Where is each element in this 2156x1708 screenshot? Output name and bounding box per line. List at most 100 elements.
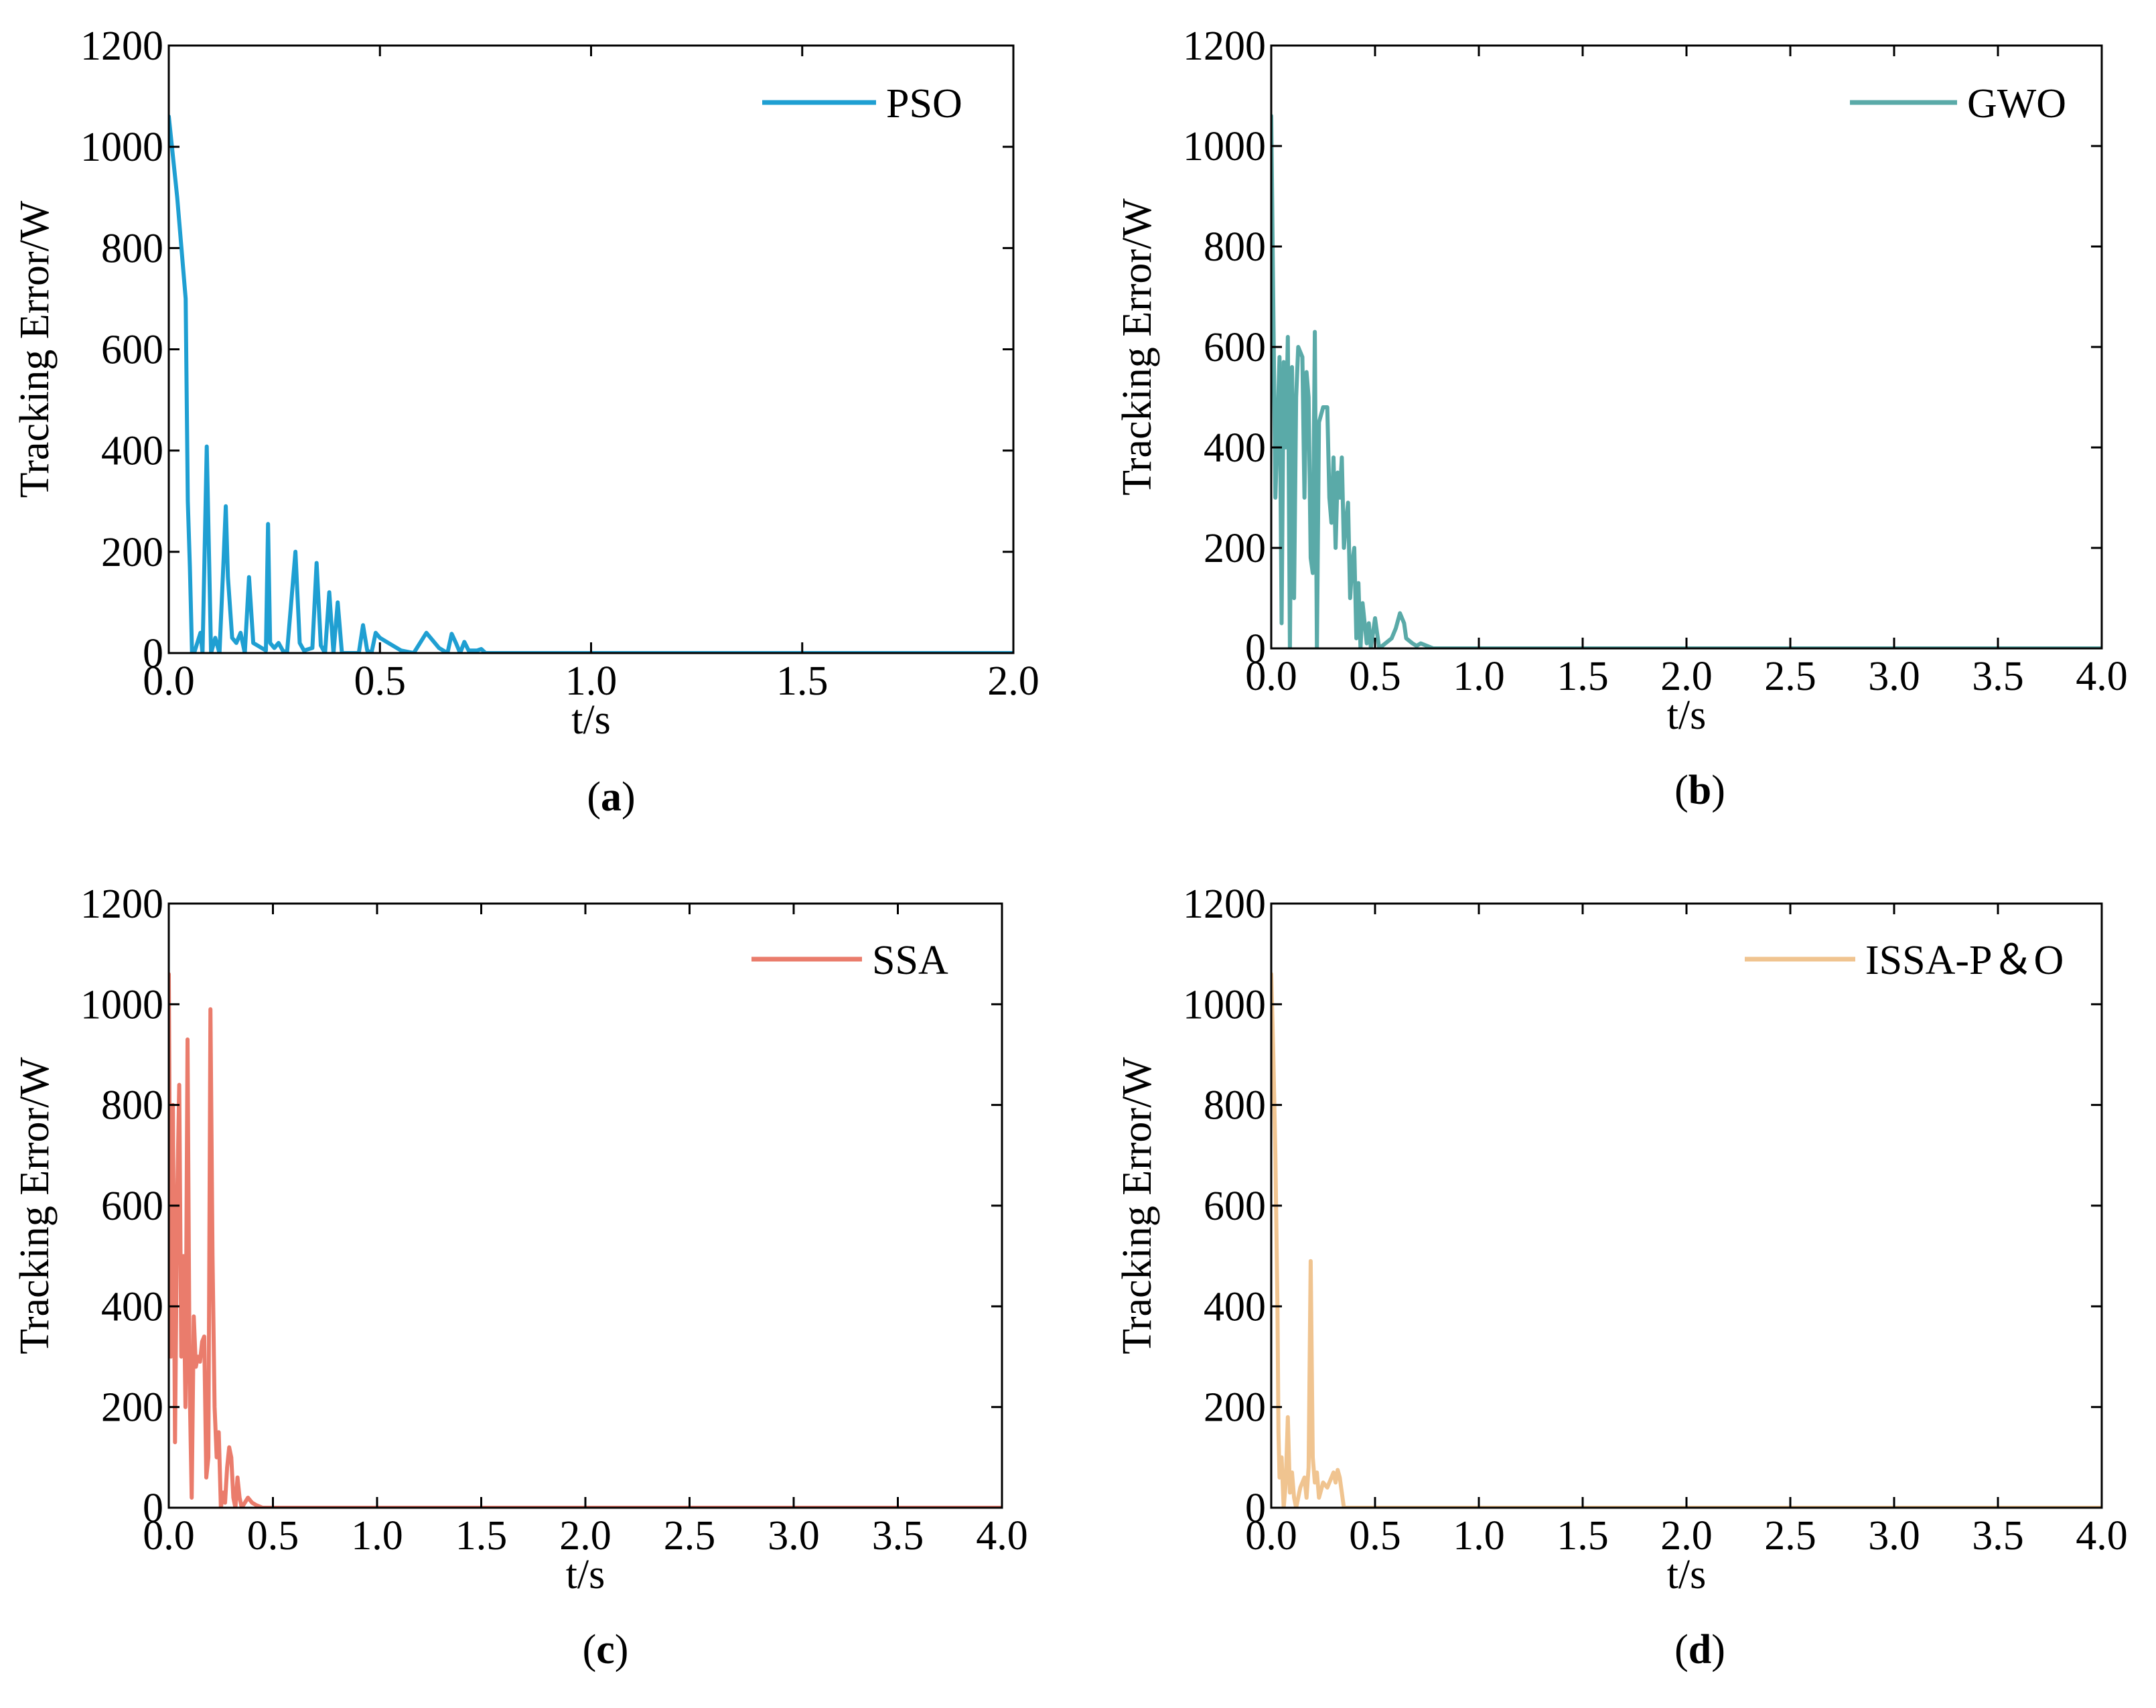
panel-caption-close: ) (622, 774, 636, 820)
x-tick-label: 3.5 (1972, 654, 2024, 699)
plot-frame (167, 902, 1003, 1509)
y-tick-label: 800 (1204, 1083, 1266, 1129)
y-tick-label: 200 (1204, 526, 1266, 571)
x-tick-label: 3.0 (1868, 1513, 1920, 1559)
panel-caption-letter: b (1688, 768, 1711, 813)
y-tick-label: 800 (101, 1083, 163, 1129)
series-line-pso (169, 114, 1013, 653)
x-tick-label: 1.0 (1453, 654, 1505, 699)
x-axis-label: t/s (1667, 1552, 1707, 1597)
y-tick-label: 1000 (1183, 124, 1266, 169)
x-tick-label: 0.5 (1349, 654, 1401, 699)
x-tick-label: 1.5 (776, 658, 829, 704)
y-tick-label: 400 (101, 1284, 163, 1330)
y-tick-label: 1200 (80, 23, 163, 69)
y-tick-label: 400 (101, 429, 163, 474)
y-tick-label: 600 (101, 328, 163, 373)
x-tick-label: 0.5 (1349, 1513, 1401, 1559)
y-tick-label: 0 (1245, 1486, 1266, 1531)
y-tick-label: 1000 (80, 125, 163, 170)
series-line-ssa (169, 972, 1002, 1508)
x-tick-label: 2.5 (664, 1513, 716, 1559)
panel-caption-open: ( (1674, 768, 1688, 813)
plot-frame (1270, 44, 2103, 650)
panel-caption: (b) (1674, 768, 1725, 813)
panel-caption-close: ) (1711, 1627, 1725, 1673)
panel-caption-open: ( (1674, 1627, 1688, 1673)
panel-caption-letter: d (1688, 1627, 1711, 1673)
panel-caption-letter: c (596, 1627, 615, 1673)
y-tick-label: 600 (1204, 325, 1266, 370)
x-tick-label: 0.0 (1245, 1513, 1297, 1559)
y-tick-label: 600 (1204, 1184, 1266, 1229)
x-tick-label: 1.5 (1557, 654, 1609, 699)
y-axis-label: Tracking Error/W (1115, 1057, 1160, 1354)
panel-caption: (c) (583, 1627, 629, 1673)
x-tick-label: 1.0 (351, 1513, 403, 1559)
legend-label: ISSA-P＆O (1865, 938, 2064, 983)
y-tick-label: 1200 (80, 881, 163, 927)
x-axis-label: t/s (571, 697, 611, 743)
legend-label: SSA (872, 938, 948, 983)
x-tick-label: 3.5 (1972, 1513, 2024, 1559)
y-tick-label: 0 (143, 631, 163, 677)
y-axis-label: Tracking Error/W (12, 1057, 58, 1354)
x-tick-label: 2.5 (1764, 654, 1816, 699)
y-tick-label: 1000 (1183, 982, 1266, 1027)
legend-label: GWO (1967, 81, 2066, 127)
y-tick-label: 200 (101, 1385, 163, 1431)
y-tick-label: 600 (101, 1184, 163, 1229)
panel-caption-close: ) (615, 1627, 629, 1673)
x-axis-label: t/s (566, 1552, 605, 1597)
x-tick-label: 3.0 (768, 1513, 820, 1559)
x-tick-label: 3.5 (872, 1513, 924, 1559)
y-tick-label: 1200 (1183, 23, 1266, 69)
x-tick-label: 2.0 (1660, 654, 1713, 699)
plot-frame (1270, 902, 2103, 1509)
y-tick-label: 200 (101, 530, 163, 575)
y-tick-label: 800 (1204, 224, 1266, 270)
x-tick-label: 2.0 (987, 658, 1039, 704)
x-tick-label: 1.5 (455, 1513, 508, 1559)
x-tick-label: 3.0 (1868, 654, 1920, 699)
x-tick-label: 4.0 (976, 1513, 1028, 1559)
y-tick-label: 800 (101, 226, 163, 271)
x-tick-label: 1.0 (1453, 1513, 1505, 1559)
panel-caption-open: ( (587, 774, 601, 820)
x-tick-label: 4.0 (2076, 654, 2128, 699)
panel-caption-letter: a (601, 774, 622, 820)
y-tick-label: 0 (143, 1486, 163, 1531)
panel-caption-close: ) (1711, 768, 1725, 813)
x-axis-label: t/s (1667, 693, 1707, 738)
y-tick-label: 200 (1204, 1385, 1266, 1431)
x-tick-label: 0.0 (1245, 654, 1297, 699)
x-tick-label: 0.5 (354, 658, 407, 704)
x-tick-label: 2.0 (559, 1513, 612, 1559)
x-tick-label: 0.0 (143, 658, 195, 704)
panel-caption: (a) (587, 774, 635, 820)
x-tick-label: 1.5 (1557, 1513, 1609, 1559)
y-tick-label: 1200 (1183, 881, 1266, 927)
panel-a: 0.0 0.5 1.0 1.5 2.0 0 200 400 600 800 1000 1200 t/s T… (12, 23, 1039, 820)
series-line-gwo (1271, 114, 2102, 648)
panel-c: 0.0 0.5 1.0 1.5 2.0 2.5 3.0 3.5 4.0 0 200 400 600 800… (12, 881, 1028, 1673)
panel-caption: (d) (1674, 1627, 1725, 1673)
y-axis-label: Tracking Error/W (12, 200, 58, 498)
y-tick-label: 0 (1245, 626, 1266, 672)
x-tick-label: 0.0 (143, 1513, 195, 1559)
legend-label: PSO (886, 81, 962, 127)
y-tick-label: 400 (1204, 425, 1266, 471)
x-tick-label: 1.0 (565, 658, 618, 704)
y-tick-label: 400 (1204, 1284, 1266, 1330)
x-tick-label: 2.5 (1764, 1513, 1816, 1559)
y-axis-label: Tracking Error/W (1115, 198, 1160, 496)
panel-d: 0.0 0.5 1.0 1.5 2.0 2.5 3.0 3.5 4.0 0 200 400 600 800… (1115, 881, 2128, 1673)
x-tick-label: 0.5 (247, 1513, 299, 1559)
x-tick-label: 2.0 (1660, 1513, 1713, 1559)
panel-caption-open: ( (583, 1627, 597, 1673)
series-line-issa-p-o (1271, 972, 2102, 1508)
y-tick-label: 1000 (80, 982, 163, 1027)
panel-b: 0.0 0.5 1.0 1.5 2.0 2.5 3.0 3.5 4.0 0 200 400 600 800… (1115, 23, 2128, 813)
x-tick-label: 4.0 (2076, 1513, 2128, 1559)
